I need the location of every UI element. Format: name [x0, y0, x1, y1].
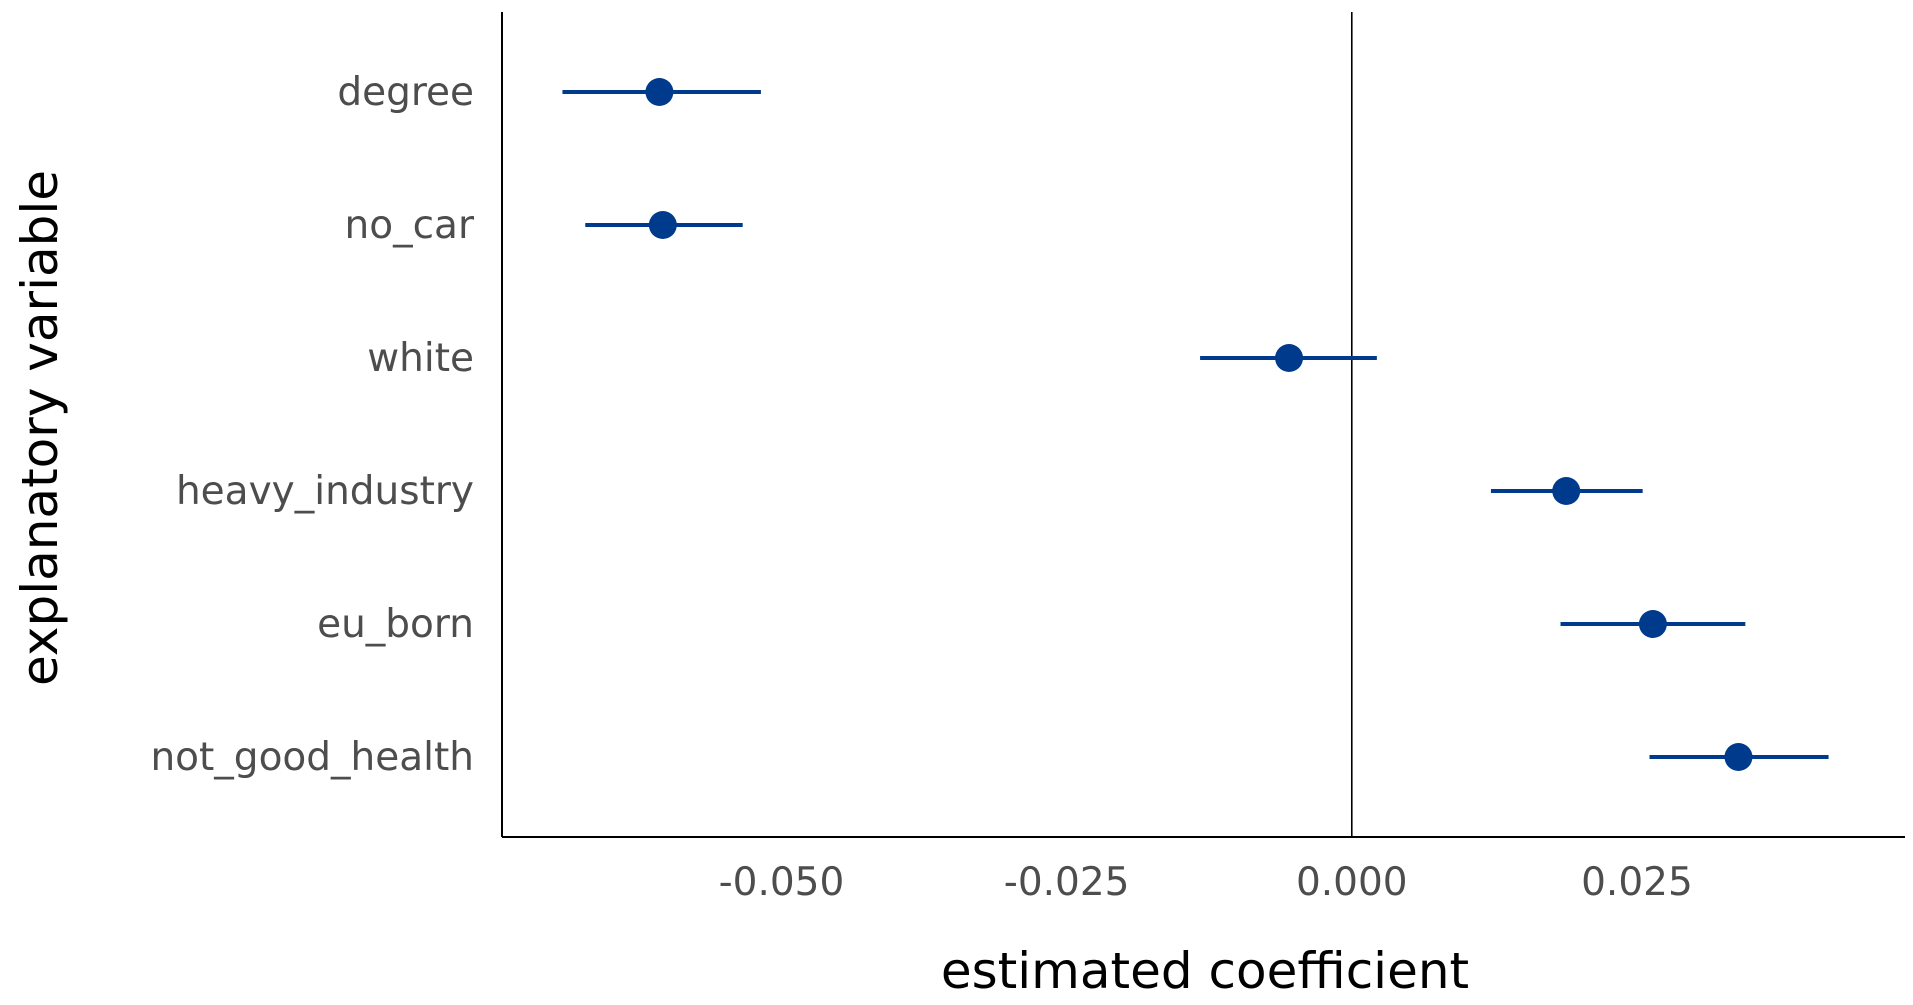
axes [501, 12, 1905, 838]
coefficient-point [1275, 344, 1304, 372]
x-tick-label: 0.000 [1296, 860, 1408, 905]
coefficient-point [1724, 743, 1753, 771]
coefficient-point [648, 211, 677, 239]
coefficient-point [1638, 610, 1667, 638]
x-tick-label: -0.025 [1004, 860, 1130, 905]
y-tick-label: no_car [345, 203, 475, 248]
coefficient-point [645, 78, 674, 106]
x-axis-title: estimated coefficient [941, 942, 1469, 1000]
y-tick-label: eu_born [317, 602, 474, 647]
y-tick-label: not_good_health [150, 735, 474, 780]
y-tick-label: degree [337, 70, 474, 115]
y-axis-title: explanatory variable [11, 170, 69, 686]
coefficient-point [1552, 477, 1581, 505]
x-tick-label: -0.050 [719, 860, 845, 905]
x-tick-label: 0.025 [1581, 860, 1693, 905]
y-tick-label: heavy_industry [176, 469, 474, 514]
chart-marks [562, 78, 1829, 771]
y-tick-label: white [367, 336, 474, 381]
